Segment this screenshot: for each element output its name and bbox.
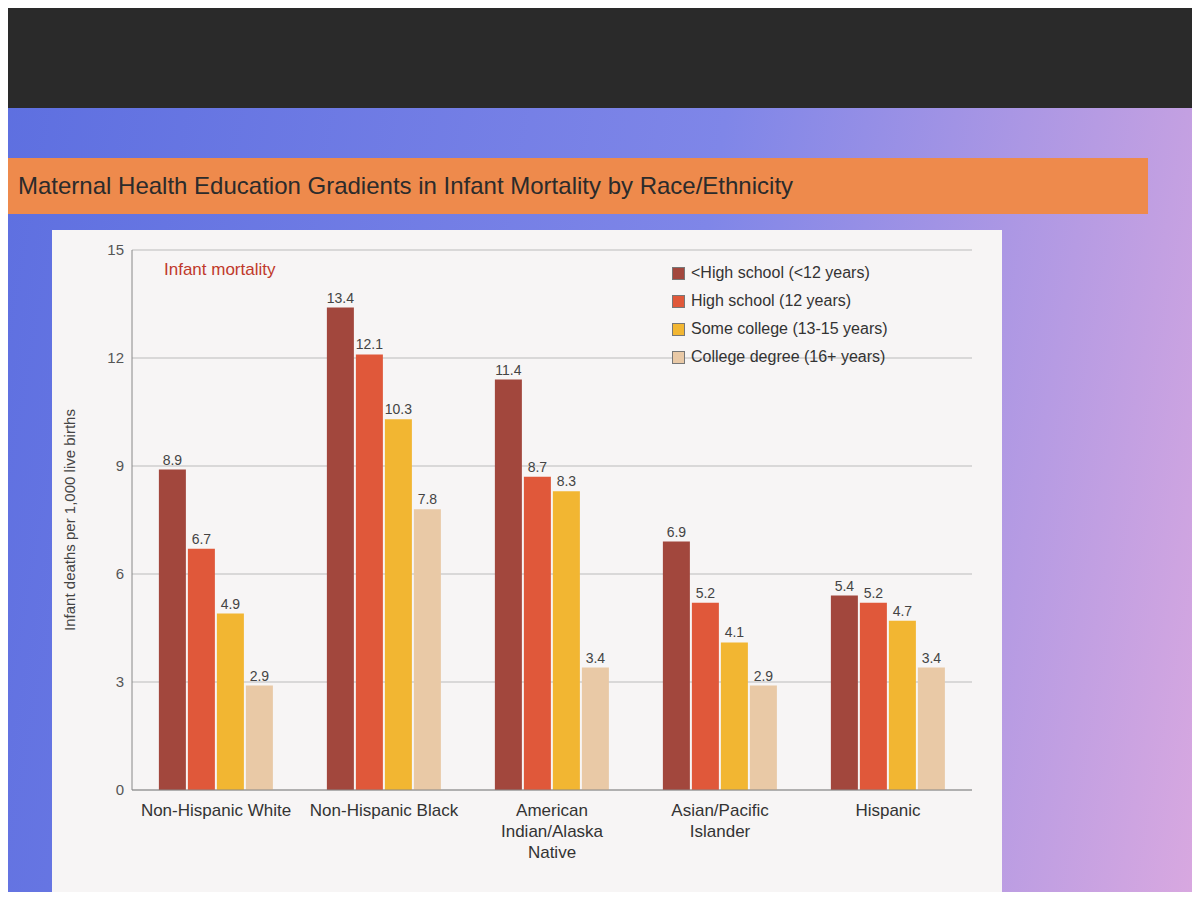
svg-text:0: 0 [116, 781, 124, 798]
html-text:College degree (16+ years): College degree (16+ years) [691, 348, 886, 365]
svg-text:3: 3 [116, 673, 124, 690]
svg-text:5.2: 5.2 [696, 585, 716, 601]
svg-text:8.3: 8.3 [557, 473, 577, 489]
html-text:Maternal Health Education Grad: Maternal Health Education Gradients in I… [18, 172, 793, 199]
html-text:High school (12 years): High school (12 years) [691, 292, 852, 309]
svg-text:3.4: 3.4 [922, 650, 942, 666]
svg-text:10.3: 10.3 [385, 401, 412, 417]
svg-text:8.7: 8.7 [528, 459, 548, 475]
svg-text:4.7: 4.7 [893, 603, 913, 619]
svg-text:Infant deaths per 1,000 live b: Infant deaths per 1,000 live births [61, 409, 78, 631]
svg-text:Non-Hispanic Black: Non-Hispanic Black [310, 801, 459, 820]
svg-text:Hispanic: Hispanic [855, 801, 921, 820]
svg-text:5.4: 5.4 [835, 578, 855, 594]
svg-text:4.9: 4.9 [221, 596, 241, 612]
svg-text:7.8: 7.8 [418, 491, 438, 507]
svg-text:Asian/PacificIslander: Asian/PacificIslander [671, 801, 769, 841]
svg-text:15: 15 [107, 241, 124, 258]
svg-text:AmericanIndian/AlaskaNative: AmericanIndian/AlaskaNative [501, 801, 604, 862]
svg-text:6.9: 6.9 [667, 524, 687, 540]
svg-text:12: 12 [107, 349, 124, 366]
svg-text:5.2: 5.2 [864, 585, 884, 601]
html-text:<High school (<12 years): <High school (<12 years) [691, 264, 870, 281]
svg-text:6: 6 [116, 565, 124, 582]
svg-text:13.4: 13.4 [327, 290, 354, 306]
svg-text:6.7: 6.7 [192, 531, 212, 547]
svg-text:12.1: 12.1 [356, 336, 383, 352]
svg-text:4.1: 4.1 [725, 624, 745, 640]
svg-text:2.9: 2.9 [250, 668, 270, 684]
svg-text:2.9: 2.9 [754, 668, 774, 684]
svg-text:Non-Hispanic White: Non-Hispanic White [141, 801, 291, 820]
svg-text:8.9: 8.9 [163, 452, 183, 468]
svg-text:3.4: 3.4 [586, 650, 606, 666]
html-text:Infant mortality: Infant mortality [164, 260, 276, 279]
svg-text:9: 9 [116, 457, 124, 474]
svg-text:11.4: 11.4 [495, 362, 521, 378]
html-text:Some college (13-15 years): Some college (13-15 years) [691, 320, 888, 337]
